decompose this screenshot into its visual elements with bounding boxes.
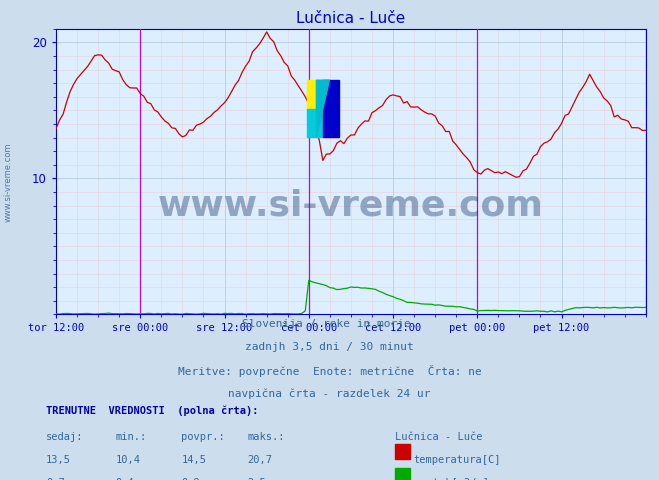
Text: 13,5: 13,5: [46, 455, 71, 465]
Text: 20,7: 20,7: [247, 455, 272, 465]
Text: 10,4: 10,4: [115, 455, 140, 465]
Text: Meritve: povprečne  Enote: metrične  Črta: ne: Meritve: povprečne Enote: metrične Črta:…: [178, 365, 481, 377]
Text: 0,4: 0,4: [115, 478, 134, 480]
Text: www.si-vreme.com: www.si-vreme.com: [158, 189, 544, 223]
Text: navpična črta - razdelek 24 ur: navpična črta - razdelek 24 ur: [228, 388, 431, 399]
Text: 0,9: 0,9: [181, 478, 200, 480]
Text: min.:: min.:: [115, 432, 146, 442]
Text: pretok[m3/s]: pretok[m3/s]: [414, 478, 489, 480]
Bar: [306, 109, 323, 137]
Text: zadnjh 3,5 dni / 30 minut: zadnjh 3,5 dni / 30 minut: [245, 342, 414, 352]
Text: 0,7: 0,7: [46, 478, 65, 480]
Polygon shape: [316, 80, 330, 137]
Text: sedaj:: sedaj:: [46, 432, 84, 442]
Text: povpr.:: povpr.:: [181, 432, 225, 442]
Text: Slovenija / reke in morje.: Slovenija / reke in morje.: [242, 319, 417, 329]
Text: www.si-vreme.com: www.si-vreme.com: [4, 143, 13, 222]
Text: Lučnica - Luče: Lučnica - Luče: [395, 432, 483, 442]
Text: TRENUTNE  VREDNOSTI  (polna črta):: TRENUTNE VREDNOSTI (polna črta):: [46, 406, 258, 416]
Text: 14,5: 14,5: [181, 455, 206, 465]
Text: 2,5: 2,5: [247, 478, 266, 480]
Bar: [323, 80, 339, 137]
Text: temperatura[C]: temperatura[C]: [414, 455, 501, 465]
Text: maks.:: maks.:: [247, 432, 285, 442]
Title: Lučnica - Luče: Lučnica - Luče: [297, 11, 405, 26]
Bar: [306, 80, 323, 109]
